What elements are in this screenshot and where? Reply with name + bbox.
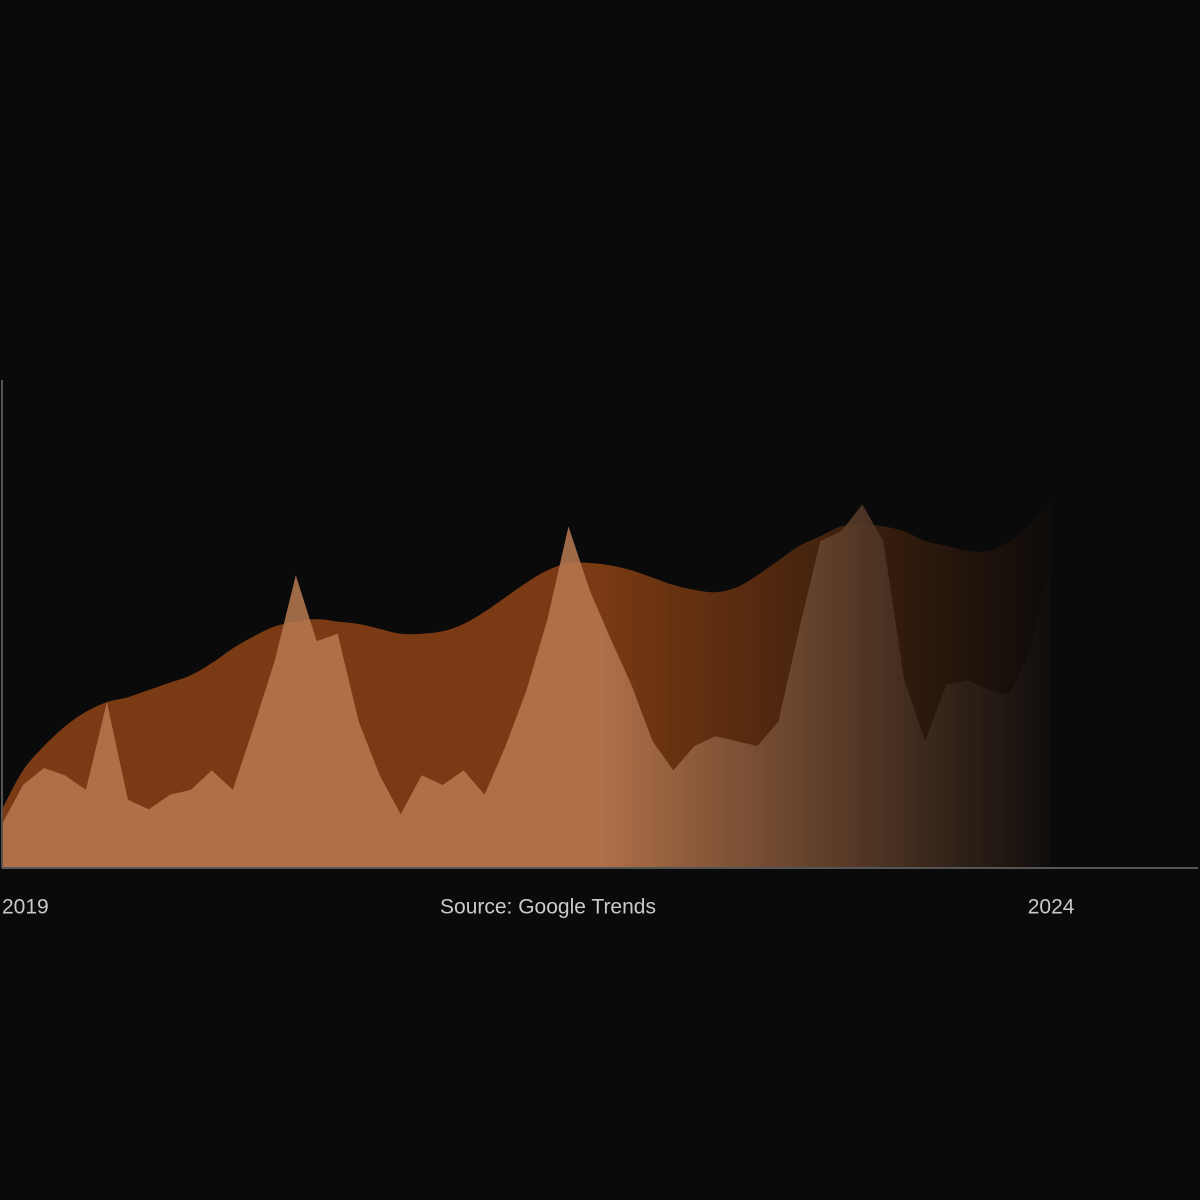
source-note: Source: Google Trends [440,896,656,919]
plot-area [2,499,1052,868]
x-tick-label: 2024 [1028,896,1075,919]
interest-area [2,504,1052,868]
axes: 2019 2024 [1,380,1198,919]
x-tick-label: 2019 [2,896,49,919]
